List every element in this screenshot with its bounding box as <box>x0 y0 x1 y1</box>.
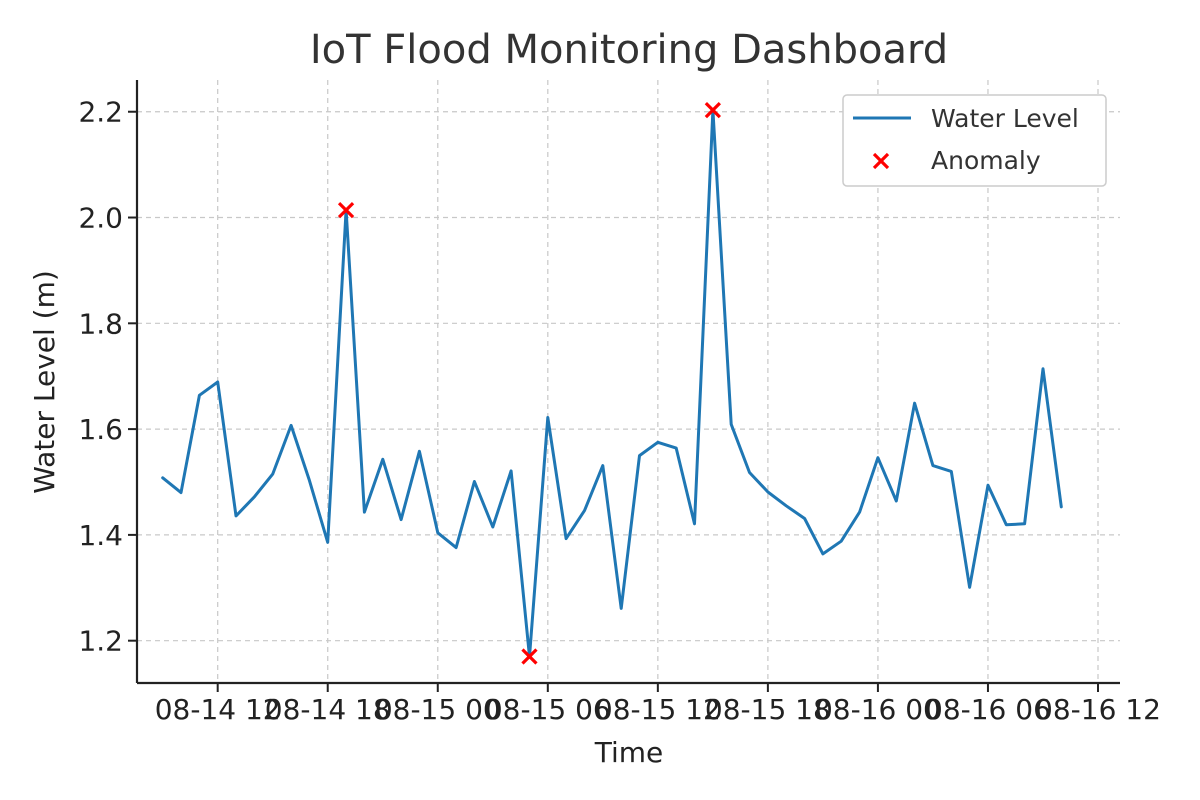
x-axis-label: Time <box>594 736 664 769</box>
y-tick-label: 1.6 <box>78 413 123 446</box>
y-axis-label: Water Level (m) <box>28 270 61 494</box>
x-tick-label: 08-16 06 <box>925 693 1051 726</box>
x-tick-label: 08-15 18 <box>705 693 831 726</box>
anomaly-point <box>521 648 538 665</box>
y-tick-label: 2.0 <box>78 202 123 235</box>
axes <box>135 80 1120 685</box>
legend: Water Level Anomaly <box>842 94 1107 187</box>
x-tick-label: 08-14 18 <box>265 693 391 726</box>
x-tick-label: 08-16 12 <box>1035 693 1161 726</box>
x-tick-label: 08-15 12 <box>595 693 721 726</box>
water-level-line <box>161 108 1063 659</box>
legend-marker-anomaly <box>872 152 890 170</box>
y-tick-label: 1.4 <box>78 519 123 552</box>
legend-label-water-level: Water Level <box>931 104 1079 133</box>
legend-label-anomaly: Anomaly <box>931 146 1041 175</box>
y-tick-label: 2.2 <box>78 96 123 129</box>
x-tick-label: 08-15 06 <box>485 693 611 726</box>
anomaly-point <box>337 201 355 219</box>
x-tick-label: 08-14 12 <box>155 693 281 726</box>
x-tick-label: 08-16 00 <box>815 693 941 726</box>
y-tick-label: 1.2 <box>78 625 123 658</box>
series <box>161 102 1063 665</box>
y-tick-label: 1.8 <box>78 307 123 340</box>
anomaly-point <box>704 102 721 119</box>
chart-title: IoT Flood Monitoring Dashboard <box>310 27 948 73</box>
x-tick-label: 08-15 00 <box>375 693 501 726</box>
anomaly-legend-cross <box>872 152 890 170</box>
